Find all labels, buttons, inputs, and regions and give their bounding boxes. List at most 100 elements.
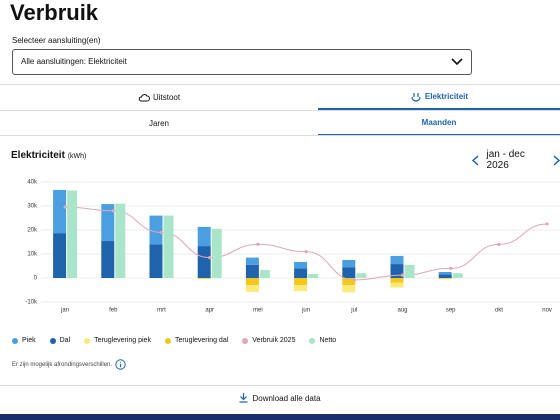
select-label: Selecteer aansluiting(en) [12, 36, 101, 45]
line-point [159, 230, 164, 234]
divider [0, 385, 560, 386]
bar [452, 273, 463, 278]
bar-segment [149, 215, 163, 245]
bar-segment [342, 285, 356, 293]
y-tick-label: 30k [27, 204, 38, 210]
x-tick-label: feb [109, 308, 118, 314]
bar-segment [438, 272, 452, 275]
chart-title: Elektriciteit (kWh) [11, 150, 86, 161]
x-tick-label: apr [205, 308, 214, 314]
bar-segment [101, 241, 115, 278]
bar-segment [390, 278, 404, 283]
period-text: jan - dec 2026 [486, 149, 525, 171]
period-label: Jaren [148, 118, 169, 128]
info-icon[interactable] [115, 359, 126, 370]
prev-button[interactable] [472, 154, 479, 166]
bar-segment [390, 255, 404, 265]
line-point [352, 278, 356, 282]
chart-title-text: Elektriciteit [11, 150, 65, 161]
bar [115, 203, 126, 278]
period-tab-active[interactable]: Maanden [318, 111, 560, 136]
legend-label: Piek [22, 337, 36, 344]
chart-unit: (kWh) [67, 153, 87, 160]
bar [356, 273, 367, 278]
y-tick-label: 20k [27, 228, 38, 234]
download-label: Download alle data [252, 393, 321, 403]
x-tick-label: jan [60, 308, 69, 314]
legend-swatch [242, 337, 249, 344]
y-tick-label: 0 [34, 276, 38, 282]
legend-item[interactable]: Netto [309, 337, 336, 344]
legend-item[interactable]: Dal [49, 337, 70, 344]
bar-segment [245, 278, 259, 286]
bar-segment [294, 278, 308, 286]
legend-swatch [164, 337, 171, 344]
divider [0, 110, 560, 111]
download-button[interactable]: Download alle data [0, 393, 560, 403]
divider [0, 135, 560, 136]
plug-icon [411, 92, 421, 102]
legend-swatch [309, 337, 316, 344]
bottom-bar [0, 414, 560, 420]
bar-segment [245, 285, 259, 292]
note-text: Er zijn mogelijk afrondingsverschillen. [12, 361, 113, 368]
dropdown[interactable]: Alle aansluitingen: Elektriciteit [12, 49, 472, 75]
line-point [256, 242, 260, 246]
legend-item[interactable]: Teruglevering piek [84, 337, 151, 344]
bar-segment [294, 261, 308, 269]
chart: -10k 0 10k 20k 30k 40k jan feb mrt apr mei jun jul au… [25, 180, 560, 314]
bar-segment [101, 204, 115, 242]
dropdown-value: Alle aansluitingen: Elektriciteit [21, 57, 127, 66]
legend-item[interactable]: Piek [12, 337, 36, 344]
bar-segment [197, 226, 211, 247]
page-title: Verbruik [10, 0, 99, 25]
x-tick-label: aug [397, 308, 407, 314]
bar-segment [294, 285, 308, 292]
bar-segment [342, 260, 356, 268]
note: Er zijn mogelijk afrondingsverschillen. [12, 359, 126, 370]
tab[interactable]: Uitstoot [0, 85, 318, 109]
bar-segment [197, 246, 211, 278]
legend: Piek Dal Teruglevering piek Teruglevering d… [12, 337, 336, 344]
bar [308, 273, 319, 278]
bar [163, 215, 174, 278]
bar-segment [53, 233, 67, 278]
tab-label: Uitstoot [152, 92, 181, 102]
bar-segment [53, 189, 67, 234]
y-tick-label: 40k [27, 180, 38, 186]
bar-segment [342, 267, 356, 278]
line-point [400, 273, 405, 277]
line-point [63, 205, 67, 209]
bar [211, 228, 222, 278]
download-icon [239, 393, 248, 403]
tab-active[interactable]: Elektriciteit [318, 85, 560, 110]
bar-segment [438, 274, 452, 278]
legend-item[interactable]: Teruglevering dal [164, 337, 229, 344]
line-point [497, 242, 501, 246]
legend-item[interactable]: Verbruik 2025 [242, 337, 295, 344]
bar [259, 270, 270, 278]
legend-swatch [12, 337, 18, 344]
legend-label: Netto [319, 337, 337, 344]
next-button[interactable] [553, 154, 560, 166]
bar-segment [197, 278, 211, 280]
legend-label: Teruglevering dal [174, 337, 229, 344]
period-tab[interactable]: Jaren [0, 111, 318, 135]
bar-segment [342, 278, 356, 286]
bar [404, 264, 415, 278]
x-tick-label: okt [495, 308, 503, 314]
x-tick-label: mrt [157, 308, 166, 314]
bar-segment [245, 264, 259, 278]
x-tick-label: mei [253, 308, 263, 314]
legend-swatch [84, 337, 91, 344]
period-nav: jan - dec 2026 [472, 149, 560, 171]
bar-segment [390, 264, 404, 278]
legend-label: Teruglevering piek [94, 337, 151, 344]
line-point [304, 250, 308, 254]
bar-segment [294, 268, 308, 278]
line-point [111, 209, 115, 213]
legend-label: Verbruik 2025 [252, 337, 296, 344]
bar-segment [245, 257, 259, 265]
x-tick-label: nov [542, 308, 552, 314]
